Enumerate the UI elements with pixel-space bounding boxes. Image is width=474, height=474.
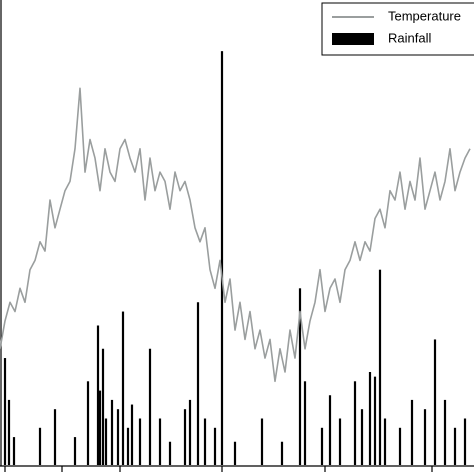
bar [38, 427, 42, 465]
bar [338, 418, 342, 465]
legend-label: Temperature [388, 8, 461, 23]
bar [463, 418, 467, 465]
bar [260, 418, 264, 465]
bar [433, 339, 437, 465]
plot-area [0, 51, 471, 466]
bar [73, 437, 77, 465]
bar [378, 269, 382, 465]
legend: Temperature Rainfall [321, 2, 474, 56]
bar [213, 427, 217, 465]
bar [443, 399, 447, 465]
bar [104, 418, 108, 465]
bar [12, 437, 16, 465]
bar [101, 348, 105, 465]
bar [130, 404, 134, 465]
bar [360, 409, 364, 465]
bar [203, 418, 207, 465]
bar [398, 427, 402, 465]
legend-label: Rainfall [388, 30, 431, 45]
bar [183, 409, 187, 465]
bar [423, 409, 427, 465]
bar [303, 381, 307, 465]
bar [368, 372, 372, 465]
bar [110, 399, 114, 465]
bar [453, 427, 457, 465]
bar [116, 409, 120, 465]
bar [353, 381, 357, 465]
bar [328, 395, 332, 465]
bar [233, 441, 237, 465]
bar [7, 399, 11, 465]
bar [383, 418, 387, 465]
bar [121, 311, 125, 465]
bar [373, 376, 377, 465]
legend-box [321, 2, 474, 56]
bar [86, 381, 90, 465]
bar [138, 418, 142, 465]
bar [98, 390, 102, 465]
bar [53, 409, 57, 465]
bar [96, 325, 100, 465]
bar [410, 399, 414, 465]
temperature-line [0, 87, 471, 383]
bar [220, 51, 224, 466]
bar [158, 418, 162, 465]
bar [3, 358, 7, 465]
bar [168, 441, 172, 465]
bar [126, 427, 130, 465]
legend-swatch [332, 33, 374, 45]
bar [188, 399, 192, 465]
bar [196, 302, 200, 465]
bar [298, 288, 302, 465]
bar [280, 441, 284, 465]
bar [320, 427, 324, 465]
bar [148, 348, 152, 465]
